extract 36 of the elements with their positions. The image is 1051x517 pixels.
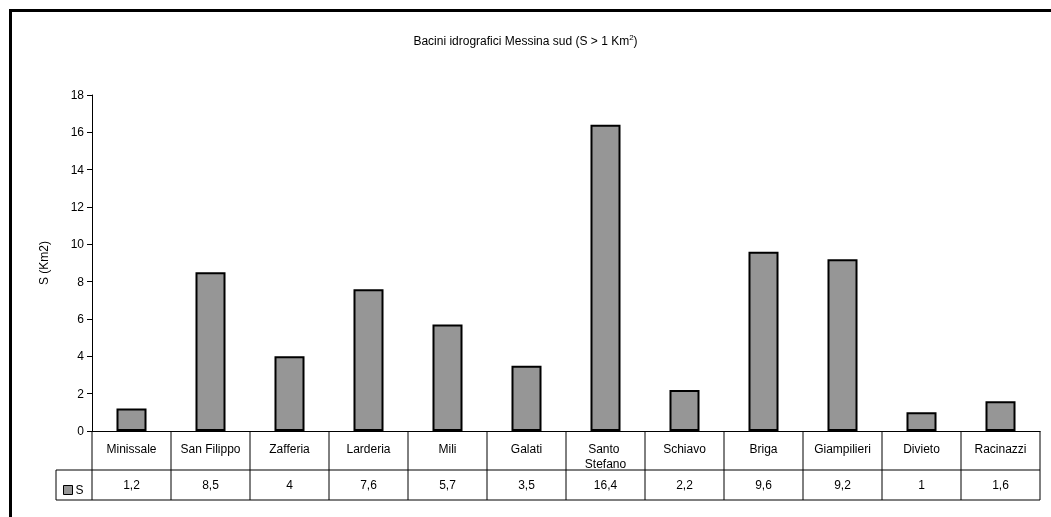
x-tick-label: Divieto xyxy=(903,441,941,456)
x-tick-label: San Filippo xyxy=(180,441,241,456)
y-tick-label: 12 xyxy=(70,200,85,214)
y-tick-label: 10 xyxy=(70,237,85,252)
y-tick-label: 8 xyxy=(77,274,85,289)
data-label: 4 xyxy=(286,478,294,492)
data-label: 5,7 xyxy=(439,478,457,492)
x-tick-label: Minissale xyxy=(106,441,157,456)
x-tick-label: Santo Stefano xyxy=(584,441,627,471)
data-label: 9,2 xyxy=(834,478,852,492)
x-tick-label: Schiavo xyxy=(663,441,707,456)
x-tick-label: Galati xyxy=(510,441,543,456)
x-tick-label: Briga xyxy=(749,441,778,456)
y-tick-label: 6 xyxy=(77,312,85,326)
y-tick-label: 14 xyxy=(70,162,85,177)
data-label: 1,6 xyxy=(992,478,1010,492)
data-label: 3,5 xyxy=(518,478,536,492)
y-tick-label: 4 xyxy=(77,349,85,364)
data-label: 1,2 xyxy=(123,478,141,492)
x-tick-label: Larderia xyxy=(346,441,391,456)
legend-label: S xyxy=(75,483,84,497)
x-tick-label: Giampilieri xyxy=(814,441,871,456)
data-label: 16,4 xyxy=(593,478,618,492)
data-label: 9,6 xyxy=(755,478,773,492)
x-tick-label: Mili xyxy=(438,441,457,456)
data-label: 1 xyxy=(918,478,926,492)
x-tick-label: Zafferia xyxy=(269,441,311,456)
data-label: 2,2 xyxy=(676,478,694,492)
y-tick-label: 18 xyxy=(70,88,85,102)
y-tick-label: 0 xyxy=(77,424,85,438)
x-tick-label: Racinazzi xyxy=(974,441,1027,456)
y-tick-label: 16 xyxy=(70,125,85,140)
y-tick-label: 2 xyxy=(77,386,85,401)
data-label: 7,6 xyxy=(360,478,378,492)
data-label: 8,5 xyxy=(202,478,220,492)
y-axis-title: S (Km2) xyxy=(37,240,51,286)
